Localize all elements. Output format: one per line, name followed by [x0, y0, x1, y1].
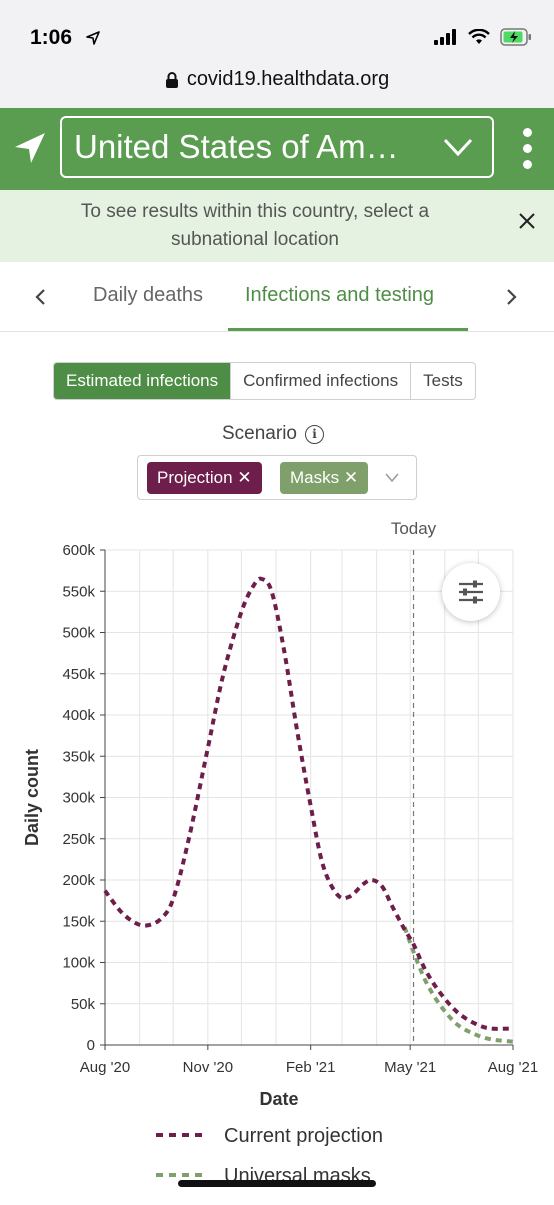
- segment-confirmed-infections[interactable]: Confirmed infections: [231, 363, 412, 399]
- tab-daily-deaths[interactable]: Daily deaths: [93, 284, 204, 306]
- signal-icon: [434, 29, 456, 45]
- scenario-chip-masks[interactable]: Masks ✕: [280, 462, 369, 494]
- location-icon[interactable]: [12, 130, 48, 166]
- y-tick-label: 50k: [71, 996, 96, 1013]
- location-select[interactable]: United States of Am…: [60, 116, 494, 178]
- x-tick-label: Aug '21: [488, 1059, 538, 1076]
- y-tick-label: 450k: [62, 666, 95, 683]
- today-label: Today: [391, 519, 437, 538]
- chevron-right-icon[interactable]: [506, 288, 518, 306]
- segment-estimated-infections[interactable]: Estimated infections: [54, 363, 232, 399]
- location-name: United States of Am…: [74, 128, 399, 165]
- y-axis-title: Daily count: [22, 749, 42, 846]
- battery-charging-icon: [500, 28, 531, 46]
- chevron-down-icon: [385, 473, 399, 483]
- wifi-icon: [468, 29, 490, 44]
- chevron-down-icon: [443, 138, 473, 157]
- scenario-select[interactable]: Projection ✕ Masks ✕: [137, 455, 417, 500]
- close-icon[interactable]: [518, 212, 536, 230]
- y-tick-label: 400k: [62, 707, 95, 724]
- y-tick-label: 150k: [62, 913, 95, 930]
- info-icon[interactable]: i: [305, 424, 324, 444]
- chevron-left-icon[interactable]: [34, 288, 46, 306]
- scenario-label: Scenario: [222, 423, 297, 444]
- scenario-chip-projection[interactable]: Projection ✕: [147, 462, 262, 494]
- x-tick-label: Aug '20: [80, 1059, 130, 1076]
- notice-text: To see results within this country, sele…: [80, 201, 430, 250]
- active-tab-indicator: [228, 328, 468, 331]
- status-icons: [434, 28, 532, 46]
- y-tick-label: 550k: [62, 583, 95, 600]
- x-axis-title: Date: [259, 1089, 298, 1109]
- y-tick-label: 600k: [62, 542, 95, 559]
- app-header: United States of Am…: [0, 108, 554, 190]
- status-bar: 1:06: [0, 0, 554, 60]
- tab-bar: Daily deaths Infections and testing: [0, 262, 554, 332]
- location-arrow-icon: [86, 31, 100, 45]
- url-bar[interactable]: covid19.healthdata.org: [0, 60, 554, 108]
- y-tick-label: 350k: [62, 748, 95, 765]
- x-tick-label: Nov '20: [183, 1059, 233, 1076]
- metric-segmented-control: Estimated infections Confirmed infection…: [53, 362, 476, 400]
- url-text[interactable]: covid19.healthdata.org: [186, 68, 390, 90]
- y-tick-label: 100k: [62, 955, 95, 972]
- chart-container: 0 50k 100k 150k 200k 250k 300k 350k 400k 450k 500k…: [0, 510, 554, 1200]
- subnational-notice: To see results within this country, sele…: [0, 190, 554, 262]
- more-menu-icon[interactable]: [523, 128, 532, 169]
- y-tick-label: 250k: [62, 831, 95, 848]
- home-indicator[interactable]: [178, 1180, 376, 1187]
- y-tick-label: 500k: [62, 625, 95, 642]
- y-tick-label: 200k: [62, 872, 95, 889]
- lock-icon: [165, 72, 178, 88]
- segment-tests[interactable]: Tests: [423, 371, 463, 390]
- infections-chart: 0 50k 100k 150k 200k 250k 300k 350k 400k 450k 500k…: [22, 519, 538, 1187]
- scenario-heading: Scenario i: [222, 423, 324, 445]
- series-line-universal-masks: [402, 926, 514, 1044]
- y-tick-label: 300k: [62, 790, 95, 807]
- status-time: 1:06: [30, 26, 73, 49]
- chart-settings-button[interactable]: [442, 563, 500, 621]
- sliders-icon: [459, 580, 483, 604]
- x-tick-label: Feb '21: [286, 1059, 336, 1076]
- x-tick-label: May '21: [384, 1059, 436, 1076]
- y-tick-label: 0: [87, 1037, 95, 1054]
- legend-current-projection-label: Current projection: [224, 1125, 383, 1147]
- tab-infections-testing[interactable]: Infections and testing: [245, 284, 435, 306]
- series-line-current-projection: [103, 576, 514, 1031]
